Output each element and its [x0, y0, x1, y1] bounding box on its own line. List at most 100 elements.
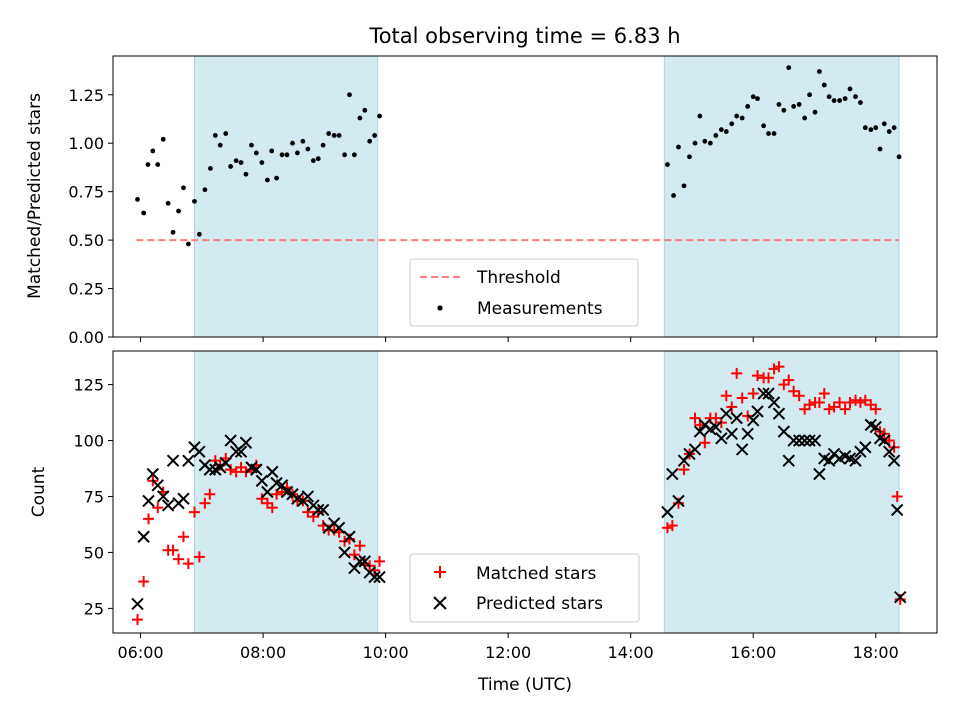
predicted-star-point [182, 454, 195, 467]
predicted-star-point [709, 420, 723, 434]
x-marker-b [137, 530, 150, 543]
predicted-star-point [312, 503, 325, 517]
predicted-star-point [767, 396, 781, 409]
measurement-point [681, 183, 687, 189]
measurement-point [791, 103, 797, 109]
x-marker-b [672, 494, 685, 508]
x-tick-label: 08:00 [240, 643, 286, 662]
predicted-star-point [883, 445, 896, 458]
x-marker-b [343, 530, 356, 543]
measurement-point [150, 148, 156, 154]
matched-star-point [751, 370, 763, 382]
y-tick-label: 100 [73, 432, 104, 451]
predicted-star-point [358, 555, 372, 568]
x-marker-b [338, 546, 351, 559]
x-marker-b [757, 387, 770, 400]
predicted-star-point [316, 503, 330, 517]
measurement-point [223, 131, 229, 136]
x-marker-b [245, 461, 258, 474]
matched-star-point [763, 372, 775, 384]
x-marker-b [720, 407, 733, 420]
x-marker-b [798, 434, 811, 447]
predicted-star-point [822, 454, 836, 467]
x-marker-b [219, 456, 232, 470]
measurement-point [687, 154, 692, 160]
matched-star-point [854, 396, 866, 408]
matched-star-point [783, 374, 795, 386]
predicted-star-point [142, 494, 155, 508]
x-marker-b [869, 420, 882, 434]
measurement-point [807, 92, 812, 98]
measurement-point [362, 107, 368, 113]
measurements-legend-label: Measurements [477, 299, 603, 319]
predicted-star-point [193, 445, 206, 458]
x-marker-b [203, 463, 217, 476]
predicted-legend-swatch [433, 596, 447, 610]
x-tick-label: 06:00 [118, 643, 164, 662]
x-marker-b [849, 454, 862, 467]
predicted-star-point [894, 590, 907, 604]
measurement-point [160, 136, 166, 142]
predicted-star-point [859, 441, 872, 454]
x-marker-b [730, 411, 743, 425]
predicted-star-point [229, 445, 243, 458]
measurement-point [707, 140, 713, 146]
matched-star-point [850, 394, 862, 406]
predicted-star-point [803, 434, 816, 447]
measurement-point [320, 142, 326, 148]
measurement-point [331, 133, 337, 138]
bottom-axes-frame [112, 350, 938, 634]
predicted-star-point [720, 407, 733, 420]
matched-star-point [834, 396, 846, 408]
matched-star-point [193, 551, 205, 563]
top-x-tick-marks [140, 337, 877, 342]
predicted-star-point [203, 463, 217, 476]
measurement-point [776, 102, 782, 107]
x-tick-label: 12:00 [485, 643, 531, 662]
matched-star-point [152, 502, 164, 514]
measurement-point [671, 193, 676, 198]
measurement-point [233, 158, 239, 164]
x-marker-b [373, 570, 386, 584]
measurement-point [750, 94, 756, 100]
matched-star-point [678, 464, 690, 476]
measurement-point [208, 166, 213, 171]
measurement-point [831, 98, 837, 103]
measurements-series [135, 65, 902, 247]
measurement-point [873, 125, 879, 131]
matched-star-point [256, 493, 268, 505]
measurement-point [796, 102, 802, 107]
measurement-point [295, 150, 300, 156]
measurement-point [259, 160, 265, 165]
x-marker-b [353, 555, 367, 568]
x-marker-b [291, 492, 304, 505]
measurement-point [290, 140, 295, 146]
matched-star-point [302, 506, 314, 518]
matched-star-point [844, 396, 856, 408]
matched-star-point [828, 401, 840, 413]
matched-star-point [689, 412, 701, 424]
x-marker-b [843, 452, 857, 465]
x-marker-b [822, 454, 836, 467]
measurement-point [228, 164, 234, 169]
x-marker-b [887, 454, 901, 467]
measurement-point [665, 162, 670, 167]
matched-star-point [804, 399, 816, 411]
predicted-star-point [672, 494, 685, 508]
measurement-point [858, 100, 863, 105]
x-marker-b [270, 476, 283, 490]
measurement-point [802, 115, 808, 121]
predicted-star-point [161, 499, 175, 512]
measurement-point [821, 82, 827, 88]
predicted-star-point [757, 387, 770, 400]
predicted-star-point [275, 479, 289, 492]
measurement-point [196, 231, 202, 237]
measurement-point [377, 113, 382, 119]
predicted-star-point [751, 405, 764, 418]
measurement-point [713, 133, 719, 138]
predicted-star-point [869, 420, 882, 434]
x-marker-b [782, 454, 795, 467]
predicted-star-point [808, 434, 822, 447]
measurement-point [342, 152, 347, 158]
predicted-star-point [353, 555, 367, 568]
